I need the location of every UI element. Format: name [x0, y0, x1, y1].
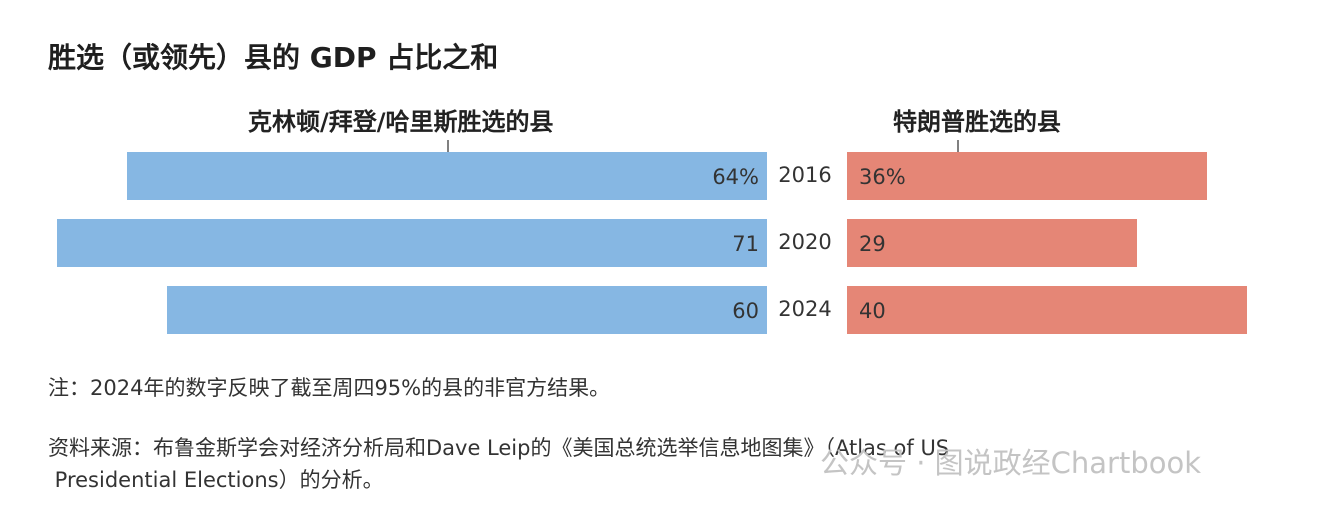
- dem-value-label-2024: 60: [732, 299, 759, 323]
- dem-bar-2016: [127, 152, 767, 200]
- dem-bar-2024: [167, 286, 767, 334]
- year-label-2020: 2020: [778, 230, 831, 254]
- source-note: 资料来源：布鲁金斯学会对经济分析局和Dave Leip的《美国总统选举信息地图集…: [48, 432, 1248, 496]
- dem-bar-2020: [57, 219, 767, 267]
- left-series-header: 克林顿/拜登/哈里斯胜选的县: [248, 108, 554, 136]
- diverging-bar-chart: 64% 36% 2016 71 29 2020 60 40 2024: [57, 140, 1247, 334]
- rep-bar-2016: [847, 152, 1207, 200]
- right-series-header: 特朗普胜选的县: [893, 108, 1061, 136]
- footnote: 注：2024年的数字反映了截至周四95%的县的非官方结果。: [48, 376, 611, 400]
- rep-value-label-2020: 29: [859, 232, 886, 256]
- watermark: 公众号 · 图说政经Chartbook: [820, 446, 1202, 480]
- year-label-2016: 2016: [778, 163, 831, 187]
- rep-bar-2024: [847, 286, 1247, 334]
- chart-title: 胜选（或领先）县的 GDP 占比之和: [48, 41, 499, 74]
- rep-value-label-2024: 40: [859, 299, 886, 323]
- dem-value-label-2020: 71: [732, 232, 759, 256]
- rep-bar-2020: [847, 219, 1137, 267]
- rep-value-label-2016: 36%: [859, 165, 906, 189]
- source-line-2: Presidential Elections）的分析。: [48, 468, 384, 492]
- source-line-1: 资料来源：布鲁金斯学会对经济分析局和Dave Leip的《美国总统选举信息地图集…: [48, 436, 950, 460]
- dem-value-label-2016: 64%: [712, 165, 759, 189]
- year-label-2024: 2024: [778, 297, 831, 321]
